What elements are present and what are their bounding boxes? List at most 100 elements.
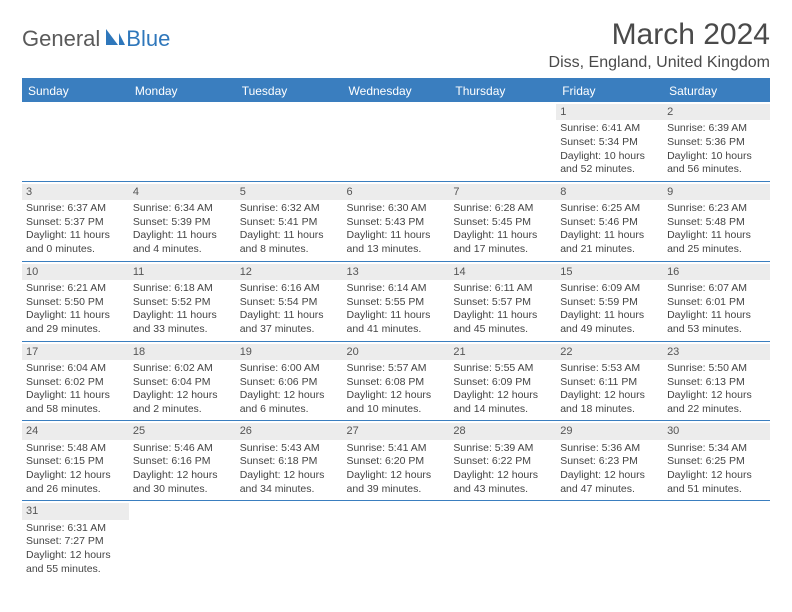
day-number: 13: [343, 264, 450, 280]
daylight-line: Daylight: 12 hours and 6 minutes.: [240, 389, 339, 416]
day-number: 20: [343, 344, 450, 360]
sunset-line: Sunset: 5:43 PM: [347, 216, 446, 230]
day-number: 1: [556, 104, 663, 120]
daylight-line: Daylight: 11 hours and 4 minutes.: [133, 229, 232, 256]
sunrise-line: Sunrise: 5:46 AM: [133, 442, 232, 456]
day-number: 15: [556, 264, 663, 280]
calendar-day-cell: 18Sunrise: 6:02 AMSunset: 6:04 PMDayligh…: [129, 341, 236, 421]
sunrise-line: Sunrise: 5:55 AM: [453, 362, 552, 376]
calendar-table: SundayMondayTuesdayWednesdayThursdayFrid…: [22, 78, 770, 580]
sunrise-line: Sunrise: 5:41 AM: [347, 442, 446, 456]
sunrise-line: Sunrise: 6:28 AM: [453, 202, 552, 216]
daylight-line: Daylight: 11 hours and 53 minutes.: [667, 309, 766, 336]
calendar-day-cell: 28Sunrise: 5:39 AMSunset: 6:22 PMDayligh…: [449, 421, 556, 501]
sunrise-line: Sunrise: 5:39 AM: [453, 442, 552, 456]
weekday-header: Monday: [129, 79, 236, 102]
sunset-line: Sunset: 5:55 PM: [347, 296, 446, 310]
calendar-day-cell: 31Sunrise: 6:31 AMSunset: 7:27 PMDayligh…: [22, 501, 129, 580]
sunrise-line: Sunrise: 6:07 AM: [667, 282, 766, 296]
calendar-day-cell: 1Sunrise: 6:41 AMSunset: 5:34 PMDaylight…: [556, 102, 663, 181]
weekday-header: Saturday: [663, 79, 770, 102]
day-number: 19: [236, 344, 343, 360]
logo-sail-icon: [104, 27, 126, 52]
day-number: 22: [556, 344, 663, 360]
logo-text-general: General: [22, 26, 100, 52]
daylight-line: Daylight: 11 hours and 21 minutes.: [560, 229, 659, 256]
daylight-line: Daylight: 12 hours and 47 minutes.: [560, 469, 659, 496]
day-number: 11: [129, 264, 236, 280]
calendar-row: 17Sunrise: 6:04 AMSunset: 6:02 PMDayligh…: [22, 341, 770, 421]
calendar-day-cell: 19Sunrise: 6:00 AMSunset: 6:06 PMDayligh…: [236, 341, 343, 421]
sunrise-line: Sunrise: 6:41 AM: [560, 122, 659, 136]
sunrise-line: Sunrise: 6:37 AM: [26, 202, 125, 216]
daylight-line: Daylight: 11 hours and 58 minutes.: [26, 389, 125, 416]
title-block: March 2024 Diss, England, United Kingdom: [549, 18, 770, 72]
sunset-line: Sunset: 6:02 PM: [26, 376, 125, 390]
day-number: 2: [663, 104, 770, 120]
calendar-empty-cell: [343, 102, 450, 181]
daylight-line: Daylight: 10 hours and 56 minutes.: [667, 150, 766, 177]
day-number: 18: [129, 344, 236, 360]
day-number: 30: [663, 423, 770, 439]
calendar-day-cell: 14Sunrise: 6:11 AMSunset: 5:57 PMDayligh…: [449, 261, 556, 341]
day-number: 23: [663, 344, 770, 360]
calendar-day-cell: 12Sunrise: 6:16 AMSunset: 5:54 PMDayligh…: [236, 261, 343, 341]
sunrise-line: Sunrise: 5:50 AM: [667, 362, 766, 376]
sunset-line: Sunset: 6:18 PM: [240, 455, 339, 469]
sunset-line: Sunset: 5:36 PM: [667, 136, 766, 150]
calendar-body: 1Sunrise: 6:41 AMSunset: 5:34 PMDaylight…: [22, 102, 770, 580]
calendar-empty-cell: [343, 501, 450, 580]
calendar-row: 1Sunrise: 6:41 AMSunset: 5:34 PMDaylight…: [22, 102, 770, 181]
day-number: 25: [129, 423, 236, 439]
day-number: 3: [22, 184, 129, 200]
sunset-line: Sunset: 6:15 PM: [26, 455, 125, 469]
sunset-line: Sunset: 6:01 PM: [667, 296, 766, 310]
calendar-day-cell: 30Sunrise: 5:34 AMSunset: 6:25 PMDayligh…: [663, 421, 770, 501]
sunrise-line: Sunrise: 6:31 AM: [26, 522, 125, 536]
sunrise-line: Sunrise: 5:57 AM: [347, 362, 446, 376]
weekday-header: Friday: [556, 79, 663, 102]
logo-text-blue: Blue: [126, 26, 170, 52]
daylight-line: Daylight: 12 hours and 14 minutes.: [453, 389, 552, 416]
calendar-empty-cell: [236, 501, 343, 580]
calendar-empty-cell: [22, 102, 129, 181]
sunrise-line: Sunrise: 6:21 AM: [26, 282, 125, 296]
page-title: March 2024: [549, 18, 770, 52]
calendar-day-cell: 2Sunrise: 6:39 AMSunset: 5:36 PMDaylight…: [663, 102, 770, 181]
daylight-line: Daylight: 12 hours and 2 minutes.: [133, 389, 232, 416]
sunrise-line: Sunrise: 5:48 AM: [26, 442, 125, 456]
calendar-empty-cell: [129, 501, 236, 580]
daylight-line: Daylight: 11 hours and 0 minutes.: [26, 229, 125, 256]
calendar-row: 24 Sunrise: 5:48 AMSunset: 6:15 PM Dayligh…: [22, 421, 770, 501]
sunset-line: Sunset: 5:52 PM: [133, 296, 232, 310]
location-text: Diss, England, United Kingdom: [549, 54, 770, 72]
calendar-day-cell: 20Sunrise: 5:57 AMSunset: 6:08 PMDayligh…: [343, 341, 450, 421]
sunset-line: Sunset: 5:41 PM: [240, 216, 339, 230]
calendar-day-cell: 15Sunrise: 6:09 AMSunset: 5:59 PMDayligh…: [556, 261, 663, 341]
calendar-day-cell: 13Sunrise: 6:14 AMSunset: 5:55 PMDayligh…: [343, 261, 450, 341]
sunrise-line: Sunrise: 6:25 AM: [560, 202, 659, 216]
calendar-day-cell: 29Sunrise: 5:36 AMSunset: 6:23 PMDayligh…: [556, 421, 663, 501]
sunrise-line: Sunrise: 6:04 AM: [26, 362, 125, 376]
day-number: 24: [22, 423, 129, 439]
sunset-line: Sunset: 5:46 PM: [560, 216, 659, 230]
daylight-line: Daylight: 10 hours and 52 minutes.: [560, 150, 659, 177]
weekday-header: Wednesday: [343, 79, 450, 102]
calendar-day-cell: 22Sunrise: 5:53 AMSunset: 6:11 PMDayligh…: [556, 341, 663, 421]
sunset-line: Sunset: 6:25 PM: [667, 455, 766, 469]
day-number: 27: [343, 423, 450, 439]
sunset-line: Sunset: 6:08 PM: [347, 376, 446, 390]
sunrise-line: Sunrise: 6:02 AM: [133, 362, 232, 376]
sunset-line: Sunset: 6:22 PM: [453, 455, 552, 469]
weekday-header: Sunday: [22, 79, 129, 102]
sunset-line: Sunset: 5:59 PM: [560, 296, 659, 310]
day-number: 6: [343, 184, 450, 200]
sunset-line: Sunset: 5:39 PM: [133, 216, 232, 230]
sunset-line: Sunset: 5:37 PM: [26, 216, 125, 230]
calendar-row: 10Sunrise: 6:21 AMSunset: 5:50 PMDayligh…: [22, 261, 770, 341]
sunset-line: Sunset: 5:57 PM: [453, 296, 552, 310]
day-number: 28: [449, 423, 556, 439]
calendar-day-cell: 6Sunrise: 6:30 AMSunset: 5:43 PMDaylight…: [343, 181, 450, 261]
weekday-header: Thursday: [449, 79, 556, 102]
calendar-day-cell: 10Sunrise: 6:21 AMSunset: 5:50 PMDayligh…: [22, 261, 129, 341]
